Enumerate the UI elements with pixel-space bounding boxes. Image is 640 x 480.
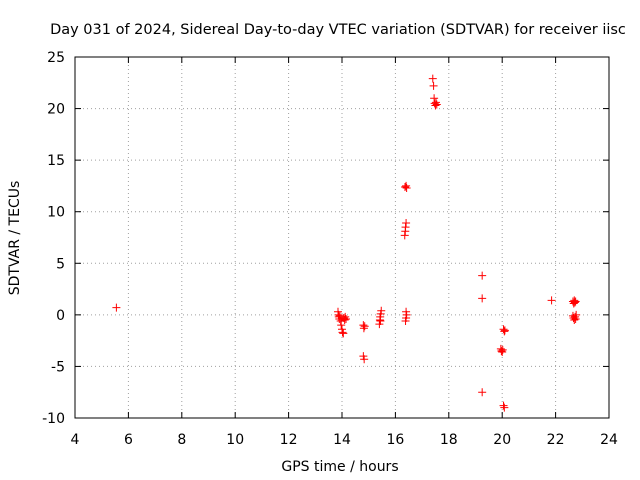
data-point xyxy=(429,81,438,90)
data-point xyxy=(112,303,121,312)
data-point xyxy=(402,307,411,316)
data-point xyxy=(430,99,439,108)
data-point xyxy=(337,321,346,330)
data-point xyxy=(478,271,487,280)
x-tick-label: 8 xyxy=(177,432,186,448)
y-tick-label: -5 xyxy=(51,359,65,375)
data-point xyxy=(571,314,580,323)
data-point xyxy=(401,223,410,232)
data-point xyxy=(432,100,441,109)
data-point xyxy=(499,401,508,410)
data-point xyxy=(570,298,579,307)
x-tick-label: 18 xyxy=(440,432,458,448)
x-tick-label: 14 xyxy=(333,432,351,448)
data-point xyxy=(342,314,351,323)
x-tick-label: 6 xyxy=(124,432,133,448)
data-point xyxy=(572,310,581,319)
data-point xyxy=(499,325,508,334)
y-tick-label: 20 xyxy=(47,102,65,118)
data-point xyxy=(431,98,440,107)
data-point xyxy=(571,297,580,306)
x-tick-label: 24 xyxy=(600,432,618,448)
data-point xyxy=(402,219,411,228)
data-point xyxy=(376,317,385,326)
y-tick-label: 5 xyxy=(56,256,65,272)
x-tick-label: 16 xyxy=(386,432,404,448)
data-point xyxy=(377,306,386,315)
y-axis-label: SDTVAR / TECUs xyxy=(7,181,23,296)
x-tick-label: 22 xyxy=(547,432,565,448)
x-axis: 4 6 8 10 12 14 16 18 20 22 24 xyxy=(71,57,618,448)
data-point xyxy=(500,326,509,335)
data-point xyxy=(359,324,368,333)
data-point xyxy=(478,294,487,303)
data-point xyxy=(360,355,369,364)
y-tick-label: 10 xyxy=(47,205,65,221)
y-tick-label: 25 xyxy=(47,50,65,66)
x-axis-label: GPS time / hours xyxy=(281,459,398,475)
x-tick-label: 10 xyxy=(226,432,244,448)
data-point xyxy=(497,346,506,355)
x-tick-label: 20 xyxy=(493,432,511,448)
chart-title: Day 031 of 2024, Sidereal Day-to-day VTE… xyxy=(50,22,626,38)
data-point xyxy=(498,345,507,354)
data-point xyxy=(428,74,437,83)
data-point xyxy=(341,312,350,321)
y-tick-label: 0 xyxy=(56,308,65,324)
data-point xyxy=(570,296,579,305)
data-point xyxy=(478,388,487,397)
grid xyxy=(75,57,609,418)
data-point xyxy=(500,327,509,336)
data-point xyxy=(402,181,411,190)
data-point xyxy=(500,403,509,412)
data-point xyxy=(360,322,369,331)
x-tick-label: 12 xyxy=(280,432,298,448)
data-point xyxy=(339,313,348,322)
y-tick-label: 15 xyxy=(47,153,65,169)
data-point xyxy=(335,311,344,320)
data-point xyxy=(401,182,410,191)
x-tick-label: 4 xyxy=(71,432,80,448)
y-axis: -10 -5 0 5 10 15 20 25 xyxy=(42,50,609,427)
y-tick-label: -10 xyxy=(42,411,65,427)
data-point xyxy=(430,94,439,103)
data-points xyxy=(112,74,581,412)
data-point xyxy=(400,231,409,240)
data-point xyxy=(339,329,348,338)
data-point xyxy=(402,183,411,192)
data-point xyxy=(338,328,347,337)
data-point xyxy=(571,312,580,321)
data-point xyxy=(547,296,556,305)
data-point xyxy=(498,347,507,356)
